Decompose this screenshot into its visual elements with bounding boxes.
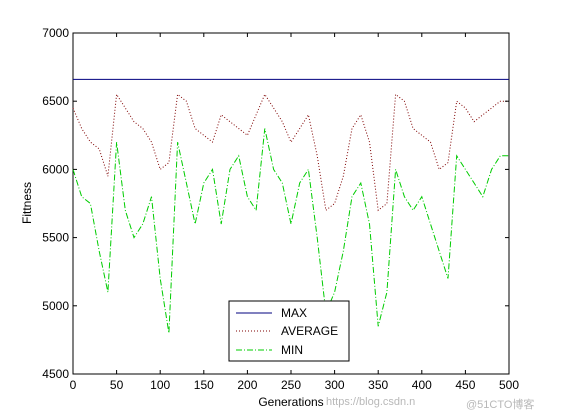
y-tick-label: 7000 [42,26,69,40]
legend-label-min: MIN [281,343,303,357]
y-tick-label: 5500 [42,231,69,245]
y-tick-label: 6000 [42,162,69,176]
x-tick-label: 0 [70,378,77,392]
legend-label-average: AVERAGE [281,324,338,338]
ticks-layer: 0 50 100 150 200 250 300 350 400 450 500 4500 5000 55… [42,26,519,392]
watermark-51cto: @51CTO博客 [466,399,535,411]
x-tick-label: 450 [455,378,475,392]
y-tick-label: 4500 [42,367,69,381]
y-axis-label: Fittness [20,182,34,224]
y-tick-label: 5000 [42,299,69,313]
x-tick-label: 50 [110,378,124,392]
x-tick-label: 100 [150,378,170,392]
legend: MAX AVERAGE MIN [228,300,350,362]
watermark-csdn: https://blog.csdn.n [326,396,416,408]
x-tick-label: 350 [368,378,388,392]
x-tick-label: 200 [237,378,257,392]
x-tick-label: 300 [325,378,345,392]
x-tick-label: 250 [281,378,301,392]
x-tick-label: 400 [412,378,432,392]
x-tick-label: 500 [499,378,519,392]
legend-label-max: MAX [281,306,307,320]
x-tick-label: 150 [194,378,214,392]
series-layer [72,78,509,334]
x-axis-label: Generations [258,395,323,409]
y-tick-label: 6500 [42,94,69,108]
